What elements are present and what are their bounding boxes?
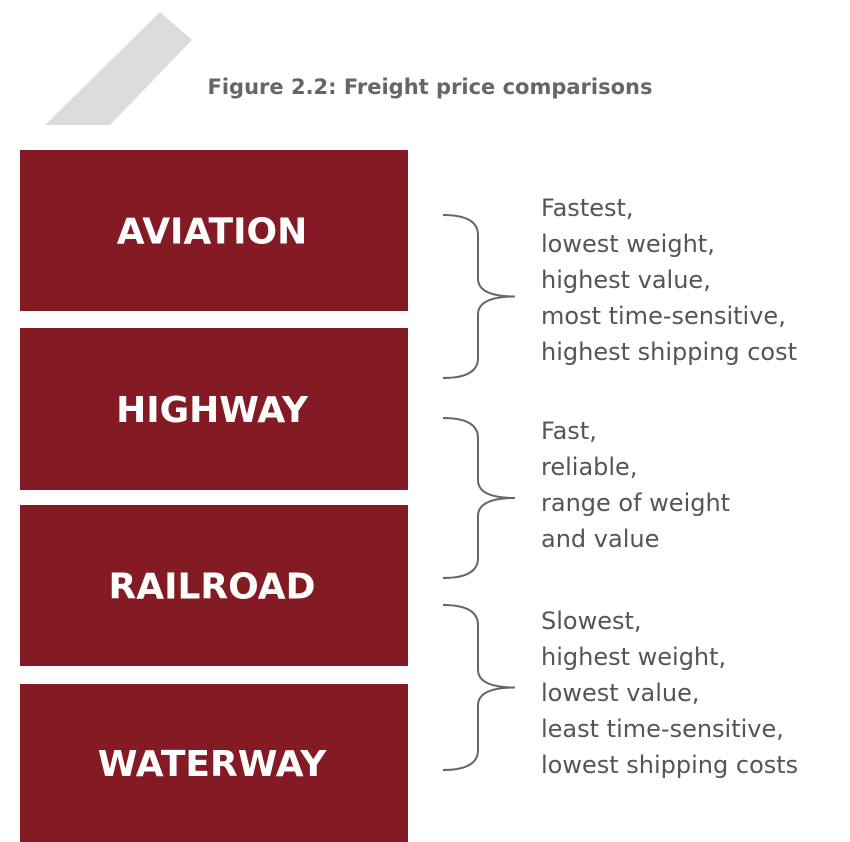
mode-box [20,150,408,311]
description-line: lowest weight, [541,230,715,258]
mode-label: RAILROAD [108,567,315,608]
mode-label: WATERWAY [98,744,328,785]
mode-box [20,684,408,842]
content: AVIATION HIGHWAY RAILROAD WATERWAY Fastest, l… [20,150,798,842]
mode-box [20,328,408,490]
description-line: lowest shipping costs [541,751,798,779]
description-line: highest weight, [541,643,726,671]
description-line: range of weight [541,489,730,517]
description-line: Fast, [541,417,597,445]
brace [442,417,516,579]
description-line: most time-sensitive, [541,302,786,330]
mode-label: AVIATION [117,212,307,253]
description-line: Fastest, [541,194,634,222]
mode-box [20,505,408,666]
brace [442,214,516,379]
description-line: and value [541,525,659,553]
decoration [45,12,192,125]
brace [442,604,516,771]
description-line: reliable, [541,453,637,481]
description-line: Slowest, [541,607,642,635]
description-line: highest shipping cost [541,338,797,366]
description-line: lowest value, [541,679,699,707]
mode-label: HIGHWAY [116,390,309,431]
description-line: highest value, [541,266,711,294]
figure-title: Figure 2.2: Freight price comparisons [208,75,653,99]
description-line: least time-sensitive, [541,715,784,743]
